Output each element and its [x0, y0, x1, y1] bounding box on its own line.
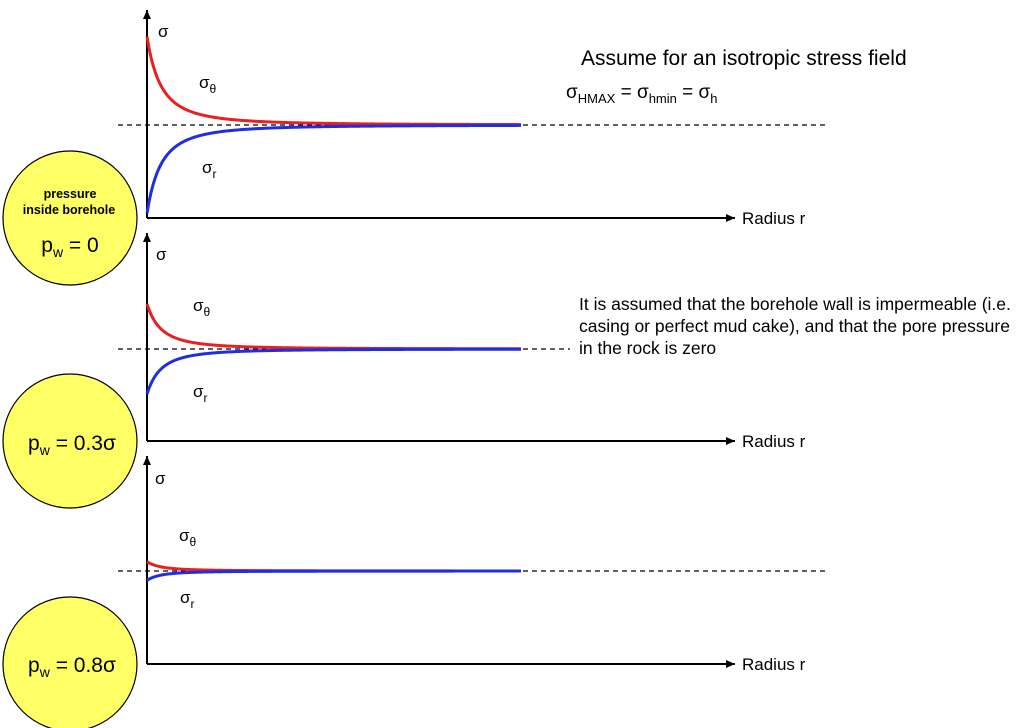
- panel-3-sigma-r-label: σr: [180, 588, 195, 611]
- panel-1-pw-label: pw = 0: [41, 234, 98, 260]
- panel-1-x-axis-label: Radius r: [742, 209, 806, 228]
- panel-2-sigma-theta-label: σθ: [193, 296, 211, 319]
- isotropic-stress-equation: σHMAX = σhmin = σh: [566, 82, 718, 106]
- panel-1-sigma-r-label: σr: [202, 158, 217, 181]
- panel-3-pw-label: pw = 0.8σ: [28, 654, 116, 680]
- panel-2-sigma-r-label: σr: [193, 382, 208, 405]
- panel-3-sigma-theta-label: σθ: [179, 526, 197, 549]
- impermeable-wall-note: It is assumed that the borehole wall is …: [579, 294, 1011, 358]
- panel-1: σ Radius r σθ σr pressure inside borehol…: [2, 10, 825, 286]
- panel-1-borehole-circle: pressure inside borehole pw = 0: [2, 150, 138, 286]
- panel-2: σ Radius r σθ σr pw = 0.3σ: [2, 233, 806, 509]
- panel-2-sigma-r-curve: [145, 347, 521, 395]
- panel-1-sigma-r-curve: [145, 123, 521, 214]
- panel-1-sigma-theta-label: σθ: [199, 73, 217, 96]
- panel-2-borehole-circle: pw = 0.3σ: [2, 373, 138, 509]
- panel-1-y-axis-label: σ: [158, 22, 169, 41]
- panel-1-circle-caption-line1: pressure: [44, 187, 97, 201]
- panel-2-y-axis-label: σ: [156, 245, 167, 264]
- isotropic-stress-note-title: Assume for an isotropic stress field: [581, 47, 907, 70]
- panel-2-pw-label: pw = 0.3σ: [28, 432, 116, 458]
- panel-3-borehole-circle: pw = 0.8σ: [2, 596, 138, 728]
- panel-2-x-axis-label: Radius r: [742, 432, 806, 451]
- panel-3-x-axis-label: Radius r: [742, 655, 806, 674]
- panel-3-sigma-r-curve: [146, 569, 521, 582]
- panel-3: σ Radius r σθ σr pw = 0.8σ: [2, 456, 825, 728]
- panel-3-y-axis-label: σ: [155, 469, 166, 488]
- panel-1-circle-caption-line2: inside borehole: [23, 203, 115, 217]
